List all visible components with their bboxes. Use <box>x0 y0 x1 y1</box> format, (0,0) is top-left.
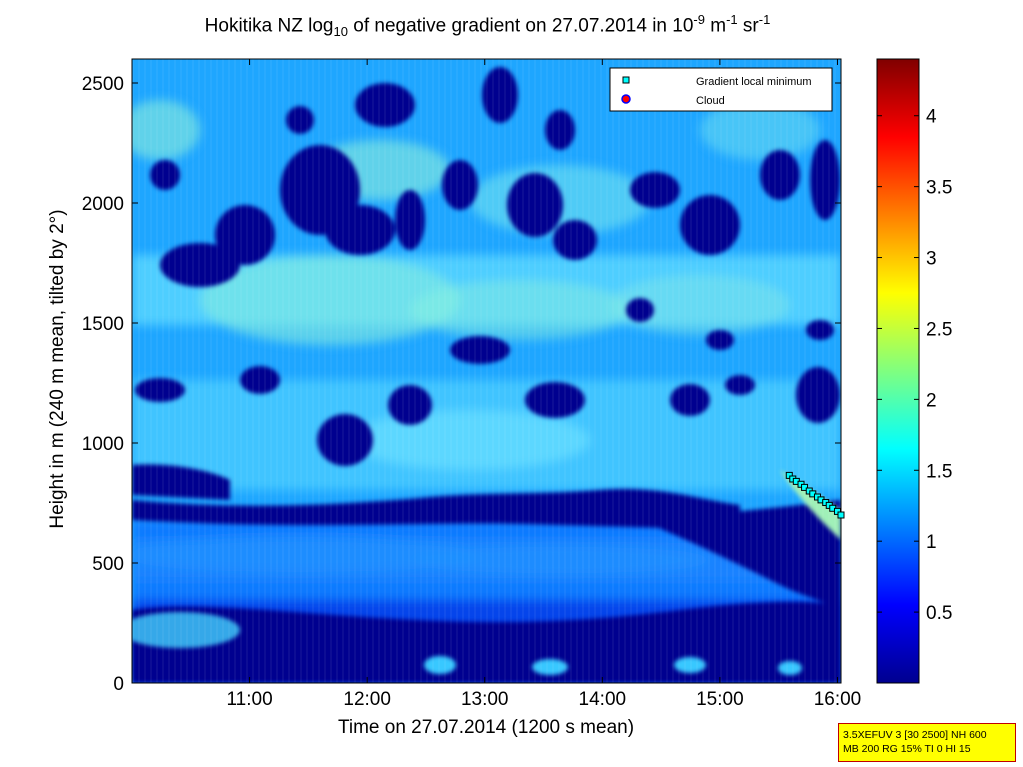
x-tick-label: 13:00 <box>461 689 509 710</box>
settings-line-2: MB 200 RG 15% TI 0 HI 15 <box>843 743 971 755</box>
heatmap-field <box>132 59 841 683</box>
legend: Gradient local minimum Cloud <box>609 67 833 112</box>
colorbar-ticks: 0.5 1 1.5 2 2.5 3 3.5 4 <box>877 107 952 624</box>
y-axis-ticks: 0 500 1000 1500 2000 2500 <box>82 74 841 695</box>
chart-title: Hokitika NZ log10 of negative gradient o… <box>204 12 771 40</box>
y-tick-label: 1500 <box>82 314 124 335</box>
colorbar-tick-label: 2 <box>926 390 937 411</box>
gradient-minimum-series <box>785 471 845 519</box>
legend-square-marker <box>622 76 630 84</box>
y-tick-label: 2500 <box>82 74 124 95</box>
x-tick-label: 14:00 <box>579 689 627 710</box>
colorbar-tick-label: 4 <box>926 107 937 128</box>
x-tick-label: 12:00 <box>343 689 391 710</box>
colorbar-tick-label: 2.5 <box>926 319 952 340</box>
x-tick-label: 16:00 <box>814 689 862 710</box>
x-axis-ticks: 11:00 12:00 13:00 14:00 15:00 16:00 <box>227 59 862 710</box>
x-axis-label: Time on 27.07.2014 (1200 s mean) <box>337 717 635 738</box>
plot-frame <box>131 58 842 684</box>
settings-line-1: 3.5XEFUV 3 [30 2500] NH 600 <box>843 729 987 741</box>
y-tick-label: 1000 <box>82 434 124 455</box>
colorbar-tick-label: 0.5 <box>926 603 952 624</box>
y-tick-label: 500 <box>92 554 124 575</box>
gradient-minimum-marker <box>801 483 809 491</box>
settings-info-box: 3.5XEFUV 3 [30 2500] NH 600 MB 200 RG 15… <box>838 723 1016 762</box>
colorbar-tick-label: 1 <box>926 532 937 553</box>
colorbar-tick-label: 1.5 <box>926 461 952 482</box>
gradient-minimum-marker <box>837 511 845 519</box>
y-tick-label: 2000 <box>82 194 124 215</box>
colorbar-tick-label: 3.5 <box>926 178 952 199</box>
gradient-minimum-marker <box>833 507 841 515</box>
gradient-minimum-marker <box>785 471 793 479</box>
y-axis-label: Height in m (240 m mean, tilted by 2°) <box>47 209 68 529</box>
legend-label-gradient: Gradient local minimum <box>696 76 812 88</box>
legend-label-cloud: Cloud <box>696 95 725 107</box>
y-tick-label: 0 <box>113 674 124 695</box>
x-tick-label: 11:00 <box>227 689 273 710</box>
colorbar-tick-label: 3 <box>926 249 937 270</box>
legend-circle-marker <box>621 94 631 104</box>
x-tick-label: 15:00 <box>696 689 744 710</box>
colorbar: 0.5 1 1.5 2 2.5 3 3.5 4 <box>876 58 952 684</box>
